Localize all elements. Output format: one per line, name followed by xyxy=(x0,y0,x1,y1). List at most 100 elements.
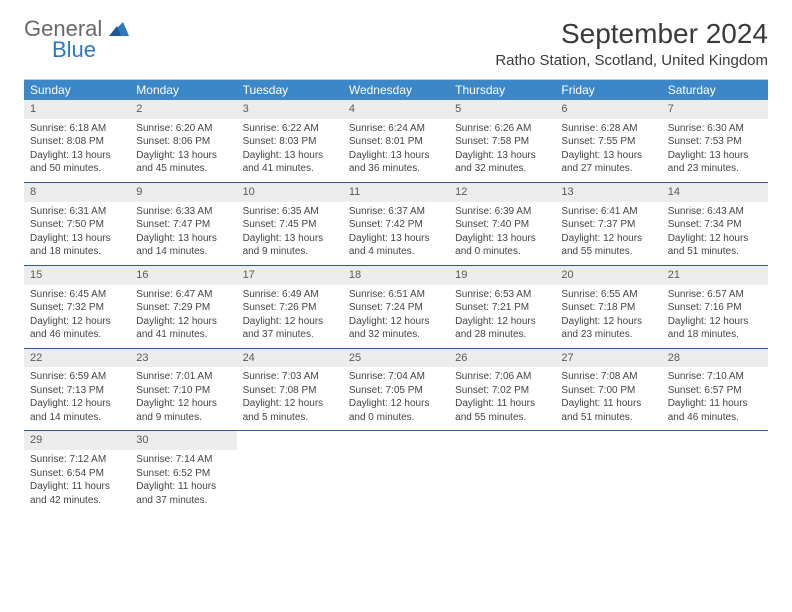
sunset-line: Sunset: 7:10 PM xyxy=(136,384,230,398)
daylight-line: Daylight: 11 hours and 37 minutes. xyxy=(136,480,230,507)
calendar-cell: 3Sunrise: 6:22 AMSunset: 8:03 PMDaylight… xyxy=(237,100,343,182)
date-number: 18 xyxy=(343,266,449,285)
sunrise-line: Sunrise: 6:59 AM xyxy=(30,370,124,384)
daylight-line: Daylight: 11 hours and 51 minutes. xyxy=(561,397,655,424)
daylight-line: Daylight: 12 hours and 51 minutes. xyxy=(668,232,762,259)
calendar-cell: 1Sunrise: 6:18 AMSunset: 8:08 PMDaylight… xyxy=(24,100,130,182)
sunset-line: Sunset: 7:53 PM xyxy=(668,135,762,149)
sunrise-line: Sunrise: 6:37 AM xyxy=(349,205,443,219)
sunset-line: Sunset: 7:16 PM xyxy=(668,301,762,315)
calendar-cell xyxy=(343,431,449,513)
sunrise-line: Sunrise: 7:08 AM xyxy=(561,370,655,384)
daylight-line: Daylight: 13 hours and 36 minutes. xyxy=(349,149,443,176)
sunrise-line: Sunrise: 6:43 AM xyxy=(668,205,762,219)
date-number: 17 xyxy=(237,266,343,285)
sunset-line: Sunset: 8:06 PM xyxy=(136,135,230,149)
sunset-line: Sunset: 7:55 PM xyxy=(561,135,655,149)
sunset-line: Sunset: 6:54 PM xyxy=(30,467,124,481)
calendar-week: 1Sunrise: 6:18 AMSunset: 8:08 PMDaylight… xyxy=(24,100,768,183)
sunrise-line: Sunrise: 6:28 AM xyxy=(561,122,655,136)
calendar-cell: 27Sunrise: 7:08 AMSunset: 7:00 PMDayligh… xyxy=(555,349,661,431)
cell-body: Sunrise: 7:06 AMSunset: 7:02 PMDaylight:… xyxy=(449,367,555,430)
calendar-week: 29Sunrise: 7:12 AMSunset: 6:54 PMDayligh… xyxy=(24,431,768,513)
calendar-cell: 19Sunrise: 6:53 AMSunset: 7:21 PMDayligh… xyxy=(449,266,555,348)
cell-body: Sunrise: 7:12 AMSunset: 6:54 PMDaylight:… xyxy=(24,450,130,513)
day-headers-row: SundayMondayTuesdayWednesdayThursdayFrid… xyxy=(24,80,768,100)
location-text: Ratho Station, Scotland, United Kingdom xyxy=(495,52,768,69)
date-number: 27 xyxy=(555,349,661,368)
sunrise-line: Sunrise: 6:57 AM xyxy=(668,288,762,302)
sunrise-line: Sunrise: 6:18 AM xyxy=(30,122,124,136)
daylight-line: Daylight: 11 hours and 46 minutes. xyxy=(668,397,762,424)
sunset-line: Sunset: 7:05 PM xyxy=(349,384,443,398)
calendar-cell: 15Sunrise: 6:45 AMSunset: 7:32 PMDayligh… xyxy=(24,266,130,348)
date-number: 12 xyxy=(449,183,555,202)
sunset-line: Sunset: 7:34 PM xyxy=(668,218,762,232)
cell-body: Sunrise: 7:03 AMSunset: 7:08 PMDaylight:… xyxy=(237,367,343,430)
calendar-cell: 5Sunrise: 6:26 AMSunset: 7:58 PMDaylight… xyxy=(449,100,555,182)
date-number: 6 xyxy=(555,100,661,119)
cell-body: Sunrise: 6:51 AMSunset: 7:24 PMDaylight:… xyxy=(343,285,449,348)
date-number: 21 xyxy=(662,266,768,285)
daylight-line: Daylight: 13 hours and 23 minutes. xyxy=(668,149,762,176)
sunset-line: Sunset: 7:08 PM xyxy=(243,384,337,398)
date-number: 3 xyxy=(237,100,343,119)
sunrise-line: Sunrise: 7:10 AM xyxy=(668,370,762,384)
sunset-line: Sunset: 7:47 PM xyxy=(136,218,230,232)
date-number: 19 xyxy=(449,266,555,285)
sunrise-line: Sunrise: 6:47 AM xyxy=(136,288,230,302)
date-number: 8 xyxy=(24,183,130,202)
calendar-cell: 8Sunrise: 6:31 AMSunset: 7:50 PMDaylight… xyxy=(24,183,130,265)
cell-body: Sunrise: 7:04 AMSunset: 7:05 PMDaylight:… xyxy=(343,367,449,430)
sunrise-line: Sunrise: 7:01 AM xyxy=(136,370,230,384)
sunrise-line: Sunrise: 6:24 AM xyxy=(349,122,443,136)
date-number: 2 xyxy=(130,100,236,119)
date-number: 4 xyxy=(343,100,449,119)
calendar-cell xyxy=(662,431,768,513)
calendar-cell: 25Sunrise: 7:04 AMSunset: 7:05 PMDayligh… xyxy=(343,349,449,431)
daylight-line: Daylight: 12 hours and 14 minutes. xyxy=(30,397,124,424)
sunrise-line: Sunrise: 6:41 AM xyxy=(561,205,655,219)
cell-body: Sunrise: 7:10 AMSunset: 6:57 PMDaylight:… xyxy=(662,367,768,430)
sunset-line: Sunset: 7:24 PM xyxy=(349,301,443,315)
cell-body: Sunrise: 6:26 AMSunset: 7:58 PMDaylight:… xyxy=(449,119,555,182)
sunset-line: Sunset: 7:45 PM xyxy=(243,218,337,232)
sunset-line: Sunset: 7:32 PM xyxy=(30,301,124,315)
calendar-cell: 13Sunrise: 6:41 AMSunset: 7:37 PMDayligh… xyxy=(555,183,661,265)
daylight-line: Daylight: 12 hours and 55 minutes. xyxy=(561,232,655,259)
daylight-line: Daylight: 13 hours and 4 minutes. xyxy=(349,232,443,259)
cell-body: Sunrise: 6:22 AMSunset: 8:03 PMDaylight:… xyxy=(237,119,343,182)
date-number: 20 xyxy=(555,266,661,285)
day-header: Wednesday xyxy=(343,80,449,100)
calendar-cell: 10Sunrise: 6:35 AMSunset: 7:45 PMDayligh… xyxy=(237,183,343,265)
sunrise-line: Sunrise: 6:35 AM xyxy=(243,205,337,219)
daylight-line: Daylight: 13 hours and 9 minutes. xyxy=(243,232,337,259)
daylight-line: Daylight: 12 hours and 23 minutes. xyxy=(561,315,655,342)
sunset-line: Sunset: 7:26 PM xyxy=(243,301,337,315)
date-number: 15 xyxy=(24,266,130,285)
date-number: 1 xyxy=(24,100,130,119)
daylight-line: Daylight: 11 hours and 42 minutes. xyxy=(30,480,124,507)
calendar-cell: 12Sunrise: 6:39 AMSunset: 7:40 PMDayligh… xyxy=(449,183,555,265)
calendar-cell: 18Sunrise: 6:51 AMSunset: 7:24 PMDayligh… xyxy=(343,266,449,348)
calendar-cell: 11Sunrise: 6:37 AMSunset: 7:42 PMDayligh… xyxy=(343,183,449,265)
daylight-line: Daylight: 12 hours and 9 minutes. xyxy=(136,397,230,424)
day-header: Saturday xyxy=(662,80,768,100)
sunrise-line: Sunrise: 6:31 AM xyxy=(30,205,124,219)
cell-body: Sunrise: 7:01 AMSunset: 7:10 PMDaylight:… xyxy=(130,367,236,430)
sunset-line: Sunset: 7:13 PM xyxy=(30,384,124,398)
cell-body: Sunrise: 6:33 AMSunset: 7:47 PMDaylight:… xyxy=(130,202,236,265)
date-number: 7 xyxy=(662,100,768,119)
date-number: 22 xyxy=(24,349,130,368)
sunset-line: Sunset: 6:57 PM xyxy=(668,384,762,398)
logo-blue-text: Blue xyxy=(52,39,129,61)
sunset-line: Sunset: 7:58 PM xyxy=(455,135,549,149)
calendar-cell: 28Sunrise: 7:10 AMSunset: 6:57 PMDayligh… xyxy=(662,349,768,431)
day-header: Sunday xyxy=(24,80,130,100)
sunset-line: Sunset: 8:03 PM xyxy=(243,135,337,149)
date-number: 29 xyxy=(24,431,130,450)
date-number: 26 xyxy=(449,349,555,368)
calendar-cell: 17Sunrise: 6:49 AMSunset: 7:26 PMDayligh… xyxy=(237,266,343,348)
cell-body: Sunrise: 6:57 AMSunset: 7:16 PMDaylight:… xyxy=(662,285,768,348)
sunrise-line: Sunrise: 7:06 AM xyxy=(455,370,549,384)
